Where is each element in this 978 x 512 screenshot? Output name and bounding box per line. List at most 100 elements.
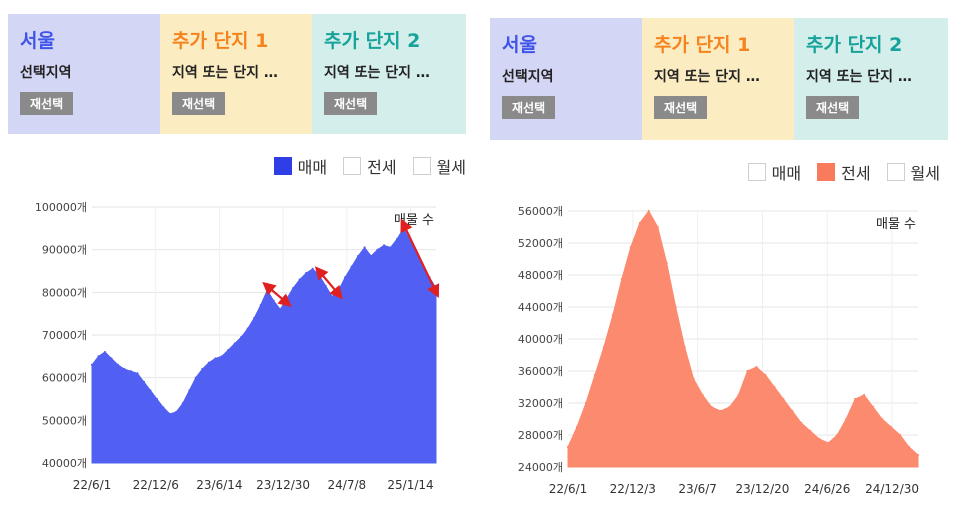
data-point [350, 265, 353, 268]
data-point [764, 373, 767, 377]
data-point [168, 412, 171, 416]
data-point [337, 289, 340, 292]
y-tick-label: 56000개 [518, 205, 563, 218]
x-tick-label: 24/6/26 [804, 482, 850, 496]
legend-item-monthly-rent[interactable]: 월세 [412, 154, 466, 178]
data-point [602, 345, 605, 349]
legend-label: 월세 [436, 158, 466, 177]
legend-item-monthly-rent[interactable]: 월세 [886, 160, 940, 184]
data-point [142, 380, 146, 384]
data-point [324, 284, 327, 288]
data-point [344, 276, 347, 279]
data-point [916, 453, 920, 457]
checkbox-icon [747, 163, 766, 181]
data-point [155, 397, 159, 401]
x-tick-label: 22/12/3 [610, 482, 656, 496]
checkbox-icon [412, 157, 431, 175]
data-point [194, 376, 197, 379]
data-point [593, 373, 597, 377]
region-column-seoul: 서울 선택지역 재선택 [8, 14, 160, 134]
region-subtitle: 선택지역 [20, 65, 72, 81]
reselect-button[interactable]: 재선택 [324, 92, 378, 115]
checkbox-icon [343, 157, 362, 175]
data-point [800, 421, 803, 425]
data-point [863, 393, 866, 397]
panel-right: 서울 선택지역 재선택 추가 단지 1 지역 또는 단지 … 재선택 추가 단지… [490, 0, 960, 512]
data-point [214, 357, 217, 360]
data-point [90, 363, 94, 366]
data-point [382, 244, 386, 247]
data-point [845, 417, 848, 421]
reselect-button[interactable]: 재선택 [654, 96, 708, 119]
data-point [782, 397, 785, 401]
chart-legend: 매매 전세 월세 [732, 160, 940, 184]
data-point [292, 286, 295, 290]
x-tick-label: 24/12/30 [865, 482, 919, 496]
checkbox-icon [886, 163, 905, 181]
reselect-button[interactable]: 재선택 [20, 92, 74, 115]
y-tick-label: 24000개 [518, 461, 563, 474]
y-tick-label: 48000개 [518, 269, 563, 282]
data-point [898, 433, 902, 437]
data-point [728, 405, 731, 409]
data-point [259, 304, 262, 307]
data-point [665, 261, 668, 265]
data-point [357, 254, 360, 258]
data-point [116, 363, 120, 366]
data-point [331, 295, 334, 298]
region-title: 서울 [502, 34, 537, 56]
data-point [97, 355, 100, 358]
legend-item-jeonse[interactable]: 전세 [817, 160, 871, 184]
data-point [889, 425, 893, 429]
region-subtitle: 지역 또는 단지 … [172, 65, 278, 81]
data-point [162, 406, 165, 409]
series-area [91, 227, 437, 464]
legend-item-jeonse[interactable]: 전세 [343, 154, 397, 178]
y-tick-label: 32000개 [518, 397, 563, 410]
legend-item-sale[interactable]: 매매 [273, 154, 328, 178]
region-title: 추가 단지 1 [172, 30, 269, 52]
y-tick-label: 40000개 [518, 333, 563, 346]
data-point [363, 246, 366, 249]
region-title: 서울 [20, 30, 55, 52]
region-column-added-1: 추가 단지 1 지역 또는 단지 … 재선택 [160, 14, 312, 134]
annotation-label: 매물 수 [876, 217, 916, 232]
data-point [181, 402, 184, 405]
x-tick-label: 23/6/7 [678, 482, 717, 496]
reselect-button[interactable]: 재선택 [172, 92, 226, 115]
checkbox-icon [273, 157, 292, 175]
reselect-button[interactable]: 재선택 [502, 96, 556, 119]
panel-left: 서울 선택지역 재선택 추가 단지 1 지역 또는 단지 … 재선택 추가 단지… [8, 0, 478, 512]
data-point [611, 313, 614, 317]
data-point [253, 316, 256, 320]
y-tick-label: 40000개 [42, 457, 87, 470]
region-selector-header: 서울 선택지역 재선택 추가 단지 1 지역 또는 단지 … 재선택 추가 단지… [490, 18, 948, 140]
legend-label: 매매 [771, 164, 802, 183]
data-point [233, 342, 236, 345]
data-point [246, 327, 249, 330]
data-point [710, 405, 713, 409]
data-point [318, 274, 321, 277]
checkbox-icon [817, 163, 836, 181]
data-point [376, 248, 379, 251]
data-point [719, 409, 722, 413]
y-tick-label: 44000개 [518, 301, 563, 314]
reselect-button[interactable]: 재선택 [806, 96, 860, 119]
data-point [755, 365, 758, 369]
data-point [872, 405, 875, 409]
legend-item-sale[interactable]: 매매 [747, 160, 802, 184]
y-tick-label: 80000개 [42, 286, 87, 299]
data-point [136, 372, 139, 375]
data-point [175, 410, 178, 413]
data-point [566, 445, 570, 449]
x-tick-label: 24/7/8 [328, 478, 367, 492]
data-point [103, 350, 107, 354]
y-tick-label: 52000개 [518, 237, 563, 250]
trend-arrow [262, 281, 292, 308]
legend-label: 매매 [297, 158, 328, 177]
data-point [266, 289, 269, 292]
data-point [701, 393, 704, 397]
trend-arrow [314, 266, 343, 300]
region-column-added-2: 추가 단지 2 지역 또는 단지 … 재선택 [312, 14, 466, 134]
data-point [737, 393, 740, 397]
